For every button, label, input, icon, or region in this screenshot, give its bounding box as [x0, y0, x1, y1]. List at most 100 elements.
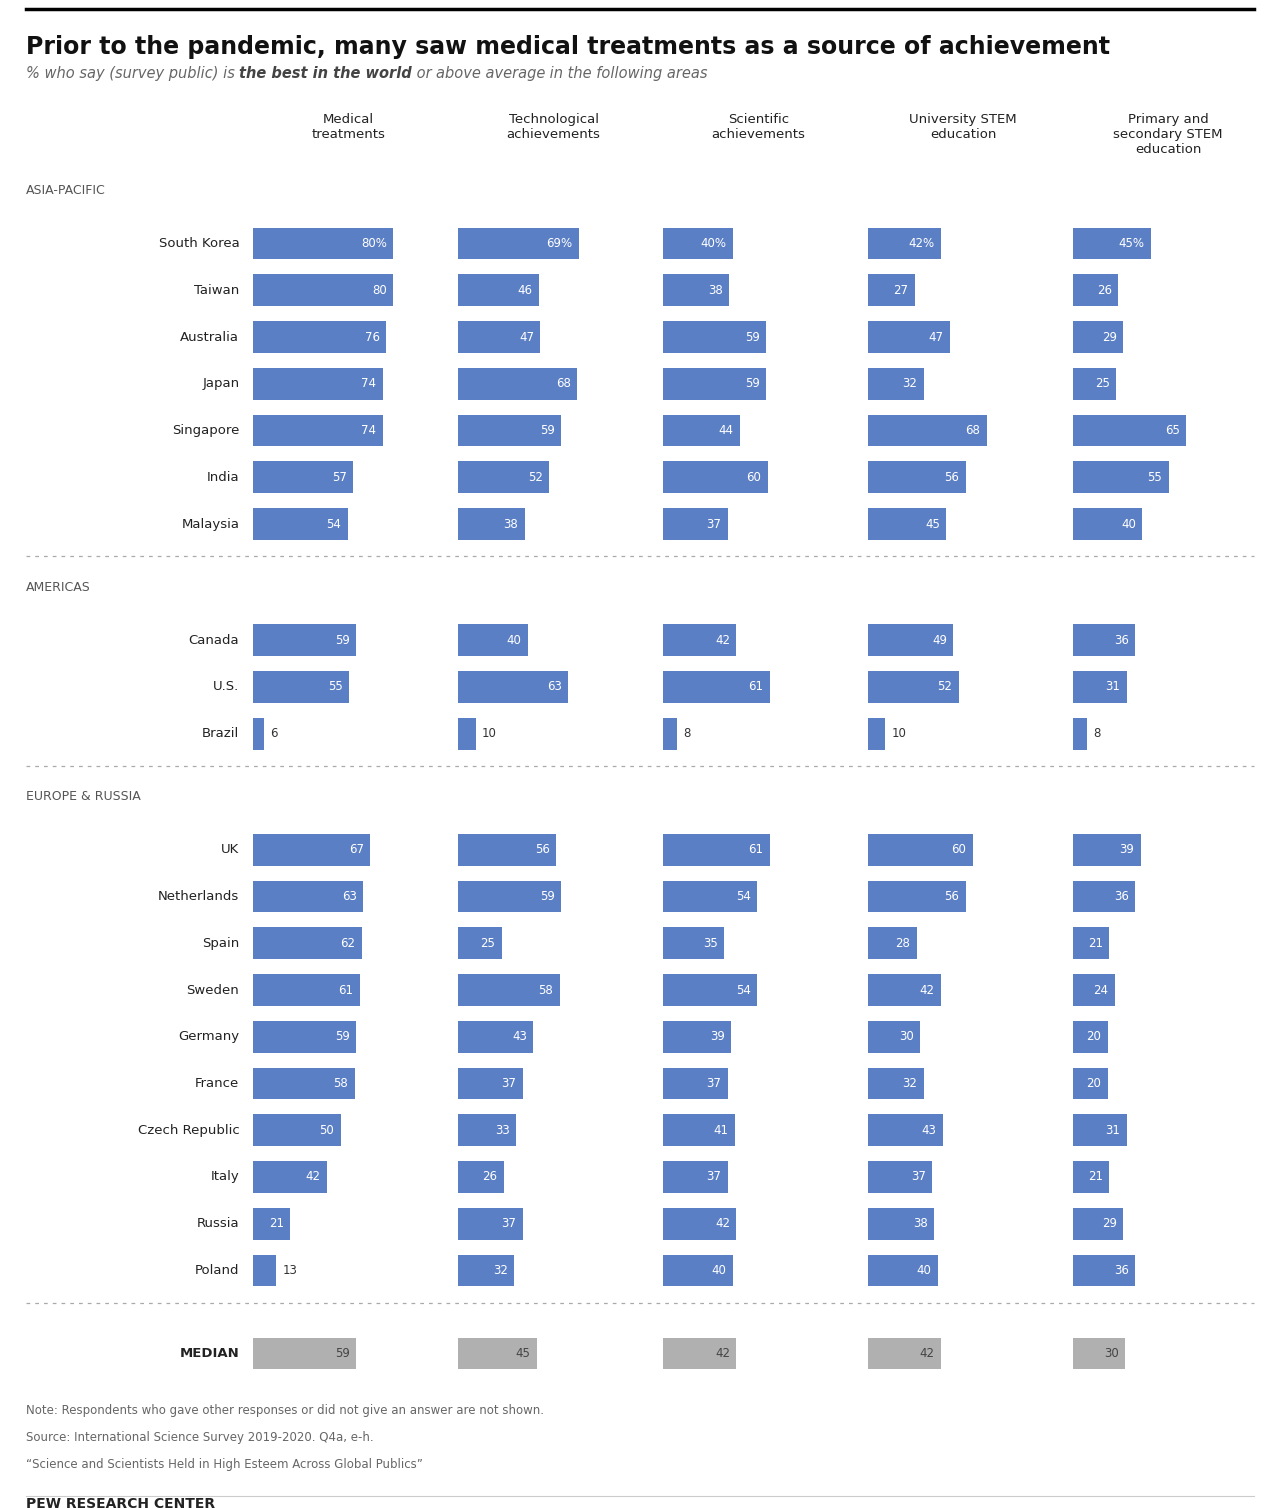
Text: 28: 28	[896, 936, 910, 950]
Text: 20: 20	[1087, 1030, 1101, 1044]
Bar	[253, 1255, 276, 1286]
Bar	[868, 415, 987, 446]
Text: 61: 61	[748, 843, 763, 857]
Bar	[663, 718, 677, 749]
Text: 68: 68	[965, 424, 980, 437]
Bar	[663, 834, 769, 866]
Bar	[868, 927, 916, 959]
Bar	[868, 1114, 943, 1146]
Text: 42: 42	[920, 983, 934, 997]
Text: Singapore: Singapore	[172, 424, 239, 437]
Bar	[663, 624, 736, 656]
Bar	[458, 508, 525, 540]
Bar	[458, 927, 502, 959]
Text: Scientific
achievements: Scientific achievements	[712, 113, 805, 142]
Bar	[1073, 1338, 1125, 1369]
Text: 38: 38	[503, 517, 518, 531]
Text: 47: 47	[518, 330, 534, 344]
Bar	[253, 671, 349, 703]
Text: India: India	[207, 470, 239, 484]
Bar	[458, 1021, 534, 1053]
Bar	[868, 1021, 920, 1053]
Text: Malaysia: Malaysia	[182, 517, 239, 531]
Text: Italy: Italy	[211, 1170, 239, 1184]
Bar	[663, 1068, 727, 1099]
Bar	[253, 415, 383, 446]
Bar	[253, 1161, 326, 1193]
Bar	[868, 1338, 941, 1369]
Bar	[1073, 1068, 1107, 1099]
Bar	[1073, 1161, 1110, 1193]
Bar	[253, 461, 353, 493]
Bar	[253, 881, 364, 912]
Text: 8: 8	[1093, 727, 1101, 740]
Text: 8: 8	[684, 727, 691, 740]
Text: 37: 37	[707, 1077, 721, 1090]
Bar	[663, 368, 765, 400]
Text: 37: 37	[911, 1170, 925, 1184]
Bar	[458, 671, 568, 703]
Text: 39: 39	[1120, 843, 1134, 857]
Text: UK: UK	[221, 843, 239, 857]
Bar	[868, 274, 915, 306]
Bar	[1073, 368, 1116, 400]
Text: 45: 45	[516, 1347, 530, 1360]
Text: 32: 32	[902, 377, 918, 391]
Bar	[458, 834, 556, 866]
Text: 68: 68	[556, 377, 571, 391]
Text: 56: 56	[945, 470, 959, 484]
Bar	[458, 1255, 515, 1286]
Text: 36: 36	[1114, 1264, 1129, 1277]
Text: 29: 29	[1102, 1217, 1117, 1231]
Text: 42: 42	[306, 1170, 320, 1184]
Text: 58: 58	[539, 983, 553, 997]
Bar	[253, 834, 370, 866]
Text: 20: 20	[1087, 1077, 1101, 1090]
Text: in the following areas: in the following areas	[545, 66, 708, 81]
Bar	[1073, 834, 1140, 866]
Text: “Science and Scientists Held in High Esteem Across Global Publics”: “Science and Scientists Held in High Est…	[26, 1458, 422, 1472]
Bar	[253, 274, 393, 306]
Text: 10: 10	[483, 727, 497, 740]
Text: 31: 31	[1106, 680, 1120, 694]
Text: the best in the world: the best in the world	[239, 66, 412, 81]
Bar	[1073, 274, 1117, 306]
Bar	[458, 718, 476, 749]
Text: AMERICAS: AMERICAS	[26, 581, 91, 594]
Text: 65: 65	[1165, 424, 1180, 437]
Bar	[663, 1338, 736, 1369]
Text: 36: 36	[1114, 890, 1129, 903]
Text: 40: 40	[916, 1264, 932, 1277]
Text: 37: 37	[707, 517, 721, 531]
Bar	[663, 321, 765, 353]
Bar	[253, 1114, 340, 1146]
Text: 54: 54	[326, 517, 342, 531]
Text: 43: 43	[512, 1030, 527, 1044]
Text: Note: Respondents who gave other responses or did not give an answer are not sho: Note: Respondents who gave other respons…	[26, 1404, 544, 1418]
Bar	[458, 228, 579, 259]
Bar	[253, 368, 383, 400]
Text: 25: 25	[1094, 377, 1110, 391]
Text: or: or	[412, 66, 436, 81]
Bar	[868, 881, 965, 912]
Text: 47: 47	[928, 330, 943, 344]
Bar	[868, 1068, 924, 1099]
Text: 54: 54	[736, 983, 751, 997]
Text: 42: 42	[716, 1217, 730, 1231]
Bar	[1073, 508, 1143, 540]
Bar	[458, 881, 561, 912]
Text: Russia: Russia	[197, 1217, 239, 1231]
Bar	[253, 624, 356, 656]
Text: 80: 80	[372, 284, 387, 297]
Text: EUROPE & RUSSIA: EUROPE & RUSSIA	[26, 790, 141, 804]
Bar	[868, 461, 965, 493]
Bar	[1073, 228, 1151, 259]
Text: 27: 27	[893, 284, 909, 297]
Text: 40: 40	[712, 1264, 727, 1277]
Text: Brazil: Brazil	[202, 727, 239, 740]
Bar	[663, 927, 724, 959]
Text: 40%: 40%	[700, 237, 727, 250]
Text: 63: 63	[547, 680, 562, 694]
Text: 57: 57	[332, 470, 347, 484]
Text: 61: 61	[748, 680, 763, 694]
